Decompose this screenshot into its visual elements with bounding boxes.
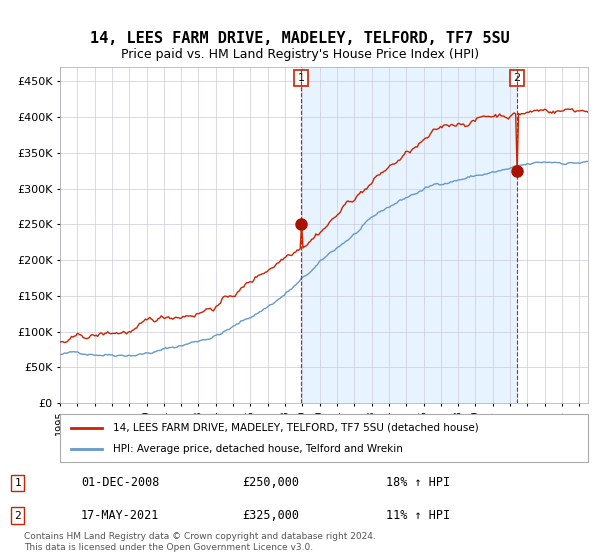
- Text: 11% ↑ HPI: 11% ↑ HPI: [386, 509, 451, 522]
- Text: 1: 1: [298, 73, 304, 83]
- Text: 1: 1: [14, 478, 21, 488]
- Text: 2: 2: [513, 73, 520, 83]
- Text: 17-MAY-2021: 17-MAY-2021: [81, 509, 160, 522]
- Bar: [301, 67, 517, 403]
- FancyBboxPatch shape: [60, 414, 588, 462]
- Text: £250,000: £250,000: [242, 477, 299, 489]
- Text: HPI: Average price, detached house, Telford and Wrekin: HPI: Average price, detached house, Telf…: [113, 444, 403, 454]
- Text: 14, LEES FARM DRIVE, MADELEY, TELFORD, TF7 5SU: 14, LEES FARM DRIVE, MADELEY, TELFORD, T…: [90, 31, 510, 46]
- Text: 18% ↑ HPI: 18% ↑ HPI: [386, 477, 451, 489]
- Text: 14, LEES FARM DRIVE, MADELEY, TELFORD, TF7 5SU (detached house): 14, LEES FARM DRIVE, MADELEY, TELFORD, T…: [113, 423, 479, 433]
- Text: £325,000: £325,000: [242, 509, 299, 522]
- Text: 01-DEC-2008: 01-DEC-2008: [81, 477, 160, 489]
- Text: 2: 2: [14, 511, 21, 521]
- Text: Contains HM Land Registry data © Crown copyright and database right 2024.
This d: Contains HM Land Registry data © Crown c…: [24, 532, 376, 552]
- Text: Price paid vs. HM Land Registry's House Price Index (HPI): Price paid vs. HM Land Registry's House …: [121, 48, 479, 60]
